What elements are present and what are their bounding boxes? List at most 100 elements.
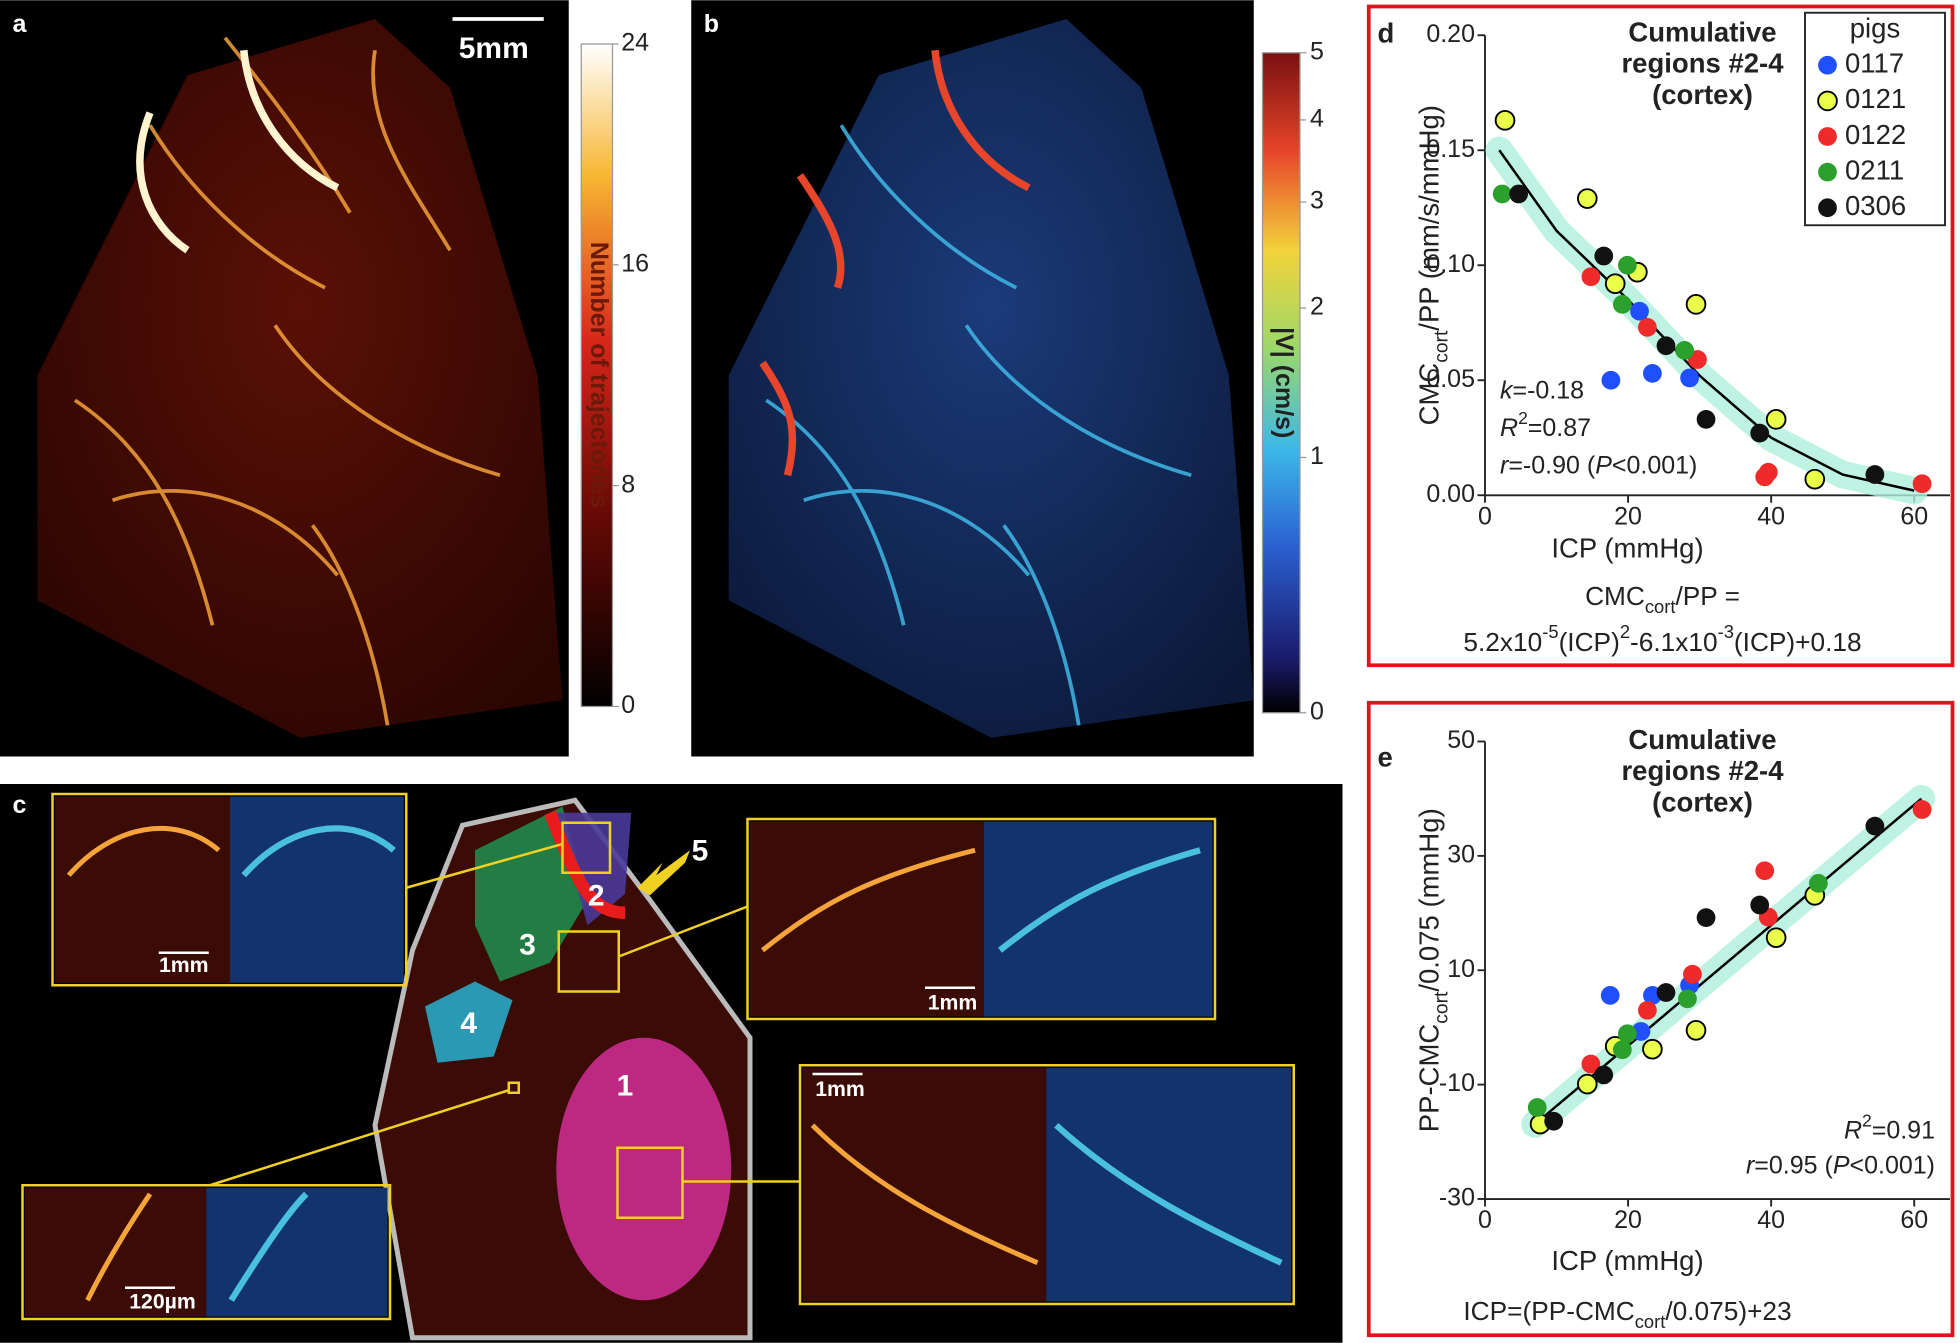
x-tick-label: 40 — [1757, 502, 1785, 530]
y-axis-label: PP-CMCcort/0.075 (mmHg) — [1414, 808, 1452, 1132]
data-point — [1576, 1073, 1598, 1095]
text-run: 2 — [1518, 408, 1528, 428]
data-point — [1581, 267, 1601, 287]
text-run: /PP = — [1675, 581, 1739, 611]
text-run: =-0.90 ( — [1508, 451, 1596, 479]
panel-letter: e — [1378, 741, 1393, 772]
y-tick-label: 30 — [1447, 840, 1475, 868]
panel-d-frame — [1366, 4, 1955, 668]
text-run: 2 — [1862, 1110, 1872, 1130]
formula: 5.2x10-5(ICP)2-6.1x10-3(ICP)+0.18 — [1463, 621, 1861, 657]
chart-title: Cumulative — [1628, 16, 1776, 47]
data-point — [1680, 368, 1699, 388]
text-run: R — [1500, 414, 1518, 442]
data-point — [1865, 816, 1885, 836]
text-run: =0.91 — [1872, 1116, 1935, 1144]
data-point — [1696, 908, 1716, 928]
colorbar-tick-label: 24 — [621, 29, 649, 57]
colorbar-tick-label: 0 — [621, 691, 635, 719]
data-point — [1685, 294, 1707, 315]
data-point — [1765, 409, 1787, 430]
chart-title: regions #2-4 — [1621, 755, 1784, 786]
data-point — [1509, 184, 1528, 204]
text-run: <0.001) — [1612, 451, 1698, 479]
colorbar-tick-label: 4 — [1310, 105, 1324, 133]
data-point — [1601, 370, 1621, 390]
text-run: r — [1746, 1151, 1756, 1179]
panel-c-image — [0, 784, 1343, 1343]
data-point — [1617, 255, 1637, 275]
legend — [1804, 11, 1946, 227]
chart-title: (cortex) — [1652, 786, 1753, 817]
text-run: cort — [1645, 596, 1676, 617]
colorbar-tick-label: 2 — [1310, 293, 1324, 321]
data-point — [1656, 983, 1676, 1002]
y-tick-label: 0.10 — [1426, 250, 1475, 278]
legend-marker — [1818, 198, 1837, 218]
colorbar-tick-label: 1 — [1310, 442, 1324, 470]
scale-bar-label: 5mm — [459, 32, 529, 65]
legend-label: 0122 — [1845, 119, 1906, 150]
y-tick-label: 0.05 — [1426, 365, 1475, 393]
panel-letter: c — [13, 791, 27, 819]
legend-marker — [1818, 162, 1837, 182]
data-point — [1683, 964, 1702, 984]
y-tick-label: 50 — [1447, 726, 1475, 754]
y-tick-label: 0.20 — [1426, 20, 1475, 48]
text-run: cort — [1635, 1311, 1666, 1332]
text-run: <0.001) — [1850, 1151, 1936, 1179]
data-point — [1492, 184, 1512, 204]
panel-e-frame — [1366, 700, 1955, 1338]
data-point — [1643, 363, 1662, 383]
colorbar-tick-label: 8 — [621, 470, 635, 498]
text-run: cort — [1431, 991, 1452, 1024]
panel-letter: b — [704, 10, 719, 38]
scale-bar-label: 1mm — [928, 991, 978, 1015]
text-run: /0.075)+23 — [1665, 1296, 1791, 1326]
chart-title: Cumulative — [1628, 724, 1776, 755]
data-point — [1630, 301, 1649, 321]
annotation: k=-0.18 — [1500, 376, 1584, 404]
y-tick-label: 0.15 — [1426, 135, 1475, 163]
legend-title: pigs — [1850, 13, 1900, 44]
text-run: 2 — [1620, 621, 1630, 642]
colorbar-label: Number of trajectories — [585, 242, 613, 509]
data-point — [1865, 465, 1885, 484]
x-tick-label: 0 — [1478, 502, 1492, 530]
text-run: P — [1595, 451, 1612, 479]
data-point — [1612, 294, 1632, 314]
data-point — [1594, 246, 1614, 266]
colorbar — [1261, 52, 1301, 714]
colorbar-label: |V| (cm/s) — [1270, 327, 1298, 438]
text-run: CMC — [1585, 581, 1645, 611]
text-run: CMC — [1414, 363, 1445, 426]
scale-bar-label: 1mm — [159, 953, 209, 977]
y-tick-label: 10 — [1447, 955, 1475, 983]
text-run: (ICP)+0.18 — [1734, 627, 1862, 657]
colorbar-tick-label: 5 — [1310, 37, 1324, 65]
panel-letter: d — [1378, 18, 1395, 49]
region-label: 3 — [519, 928, 536, 961]
scale-bar-label: 120µm — [129, 1289, 196, 1313]
data-point — [1808, 873, 1828, 893]
legend-marker — [1818, 55, 1837, 75]
colorbar-tick-label: 0 — [1310, 697, 1324, 725]
text-run: -5 — [1542, 621, 1558, 642]
text-run: /0.075 (mmHg) — [1414, 808, 1445, 991]
chart-title: (cortex) — [1652, 79, 1753, 110]
data-point — [1642, 1038, 1663, 1060]
data-point — [1755, 861, 1775, 881]
data-point — [1685, 1019, 1707, 1041]
text-run: =0.87 — [1528, 414, 1591, 442]
x-axis-label: ICP (mmHg) — [1551, 1245, 1703, 1276]
data-point — [1527, 1098, 1547, 1117]
text-run: 5.2x10 — [1463, 627, 1542, 657]
data-point — [1912, 474, 1932, 494]
data-point — [1494, 110, 1516, 131]
data-point — [1675, 340, 1694, 360]
data-point — [1600, 986, 1620, 1005]
data-point — [1804, 468, 1826, 490]
x-tick-label: 60 — [1900, 1206, 1928, 1234]
legend-label: 0117 — [1845, 48, 1904, 79]
x-axis-label: ICP (mmHg) — [1551, 533, 1703, 564]
